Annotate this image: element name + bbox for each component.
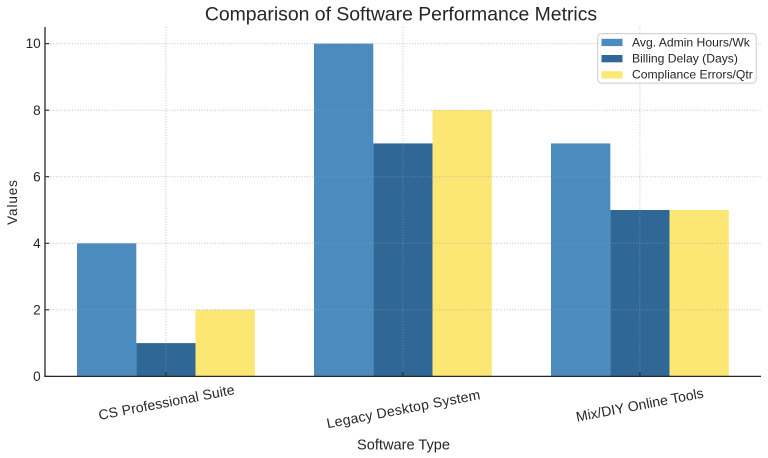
svg-text:Software Type: Software Type [357, 438, 450, 454]
svg-text:Avg. Admin Hours/Wk: Avg. Admin Hours/Wk [632, 35, 751, 49]
svg-text:Billing Delay (Days): Billing Delay (Days) [632, 52, 738, 66]
svg-text:2: 2 [33, 302, 41, 317]
svg-text:6: 6 [33, 169, 41, 184]
svg-text:8: 8 [33, 103, 41, 118]
svg-text:Compliance Errors/Qtr: Compliance Errors/Qtr [632, 68, 753, 82]
svg-text:Values: Values [5, 179, 20, 225]
svg-text:0: 0 [33, 369, 41, 384]
svg-text:4: 4 [33, 236, 41, 251]
svg-text:Comparison of Software Perform: Comparison of Software Performance Metri… [205, 3, 597, 25]
svg-text:10: 10 [26, 36, 42, 51]
